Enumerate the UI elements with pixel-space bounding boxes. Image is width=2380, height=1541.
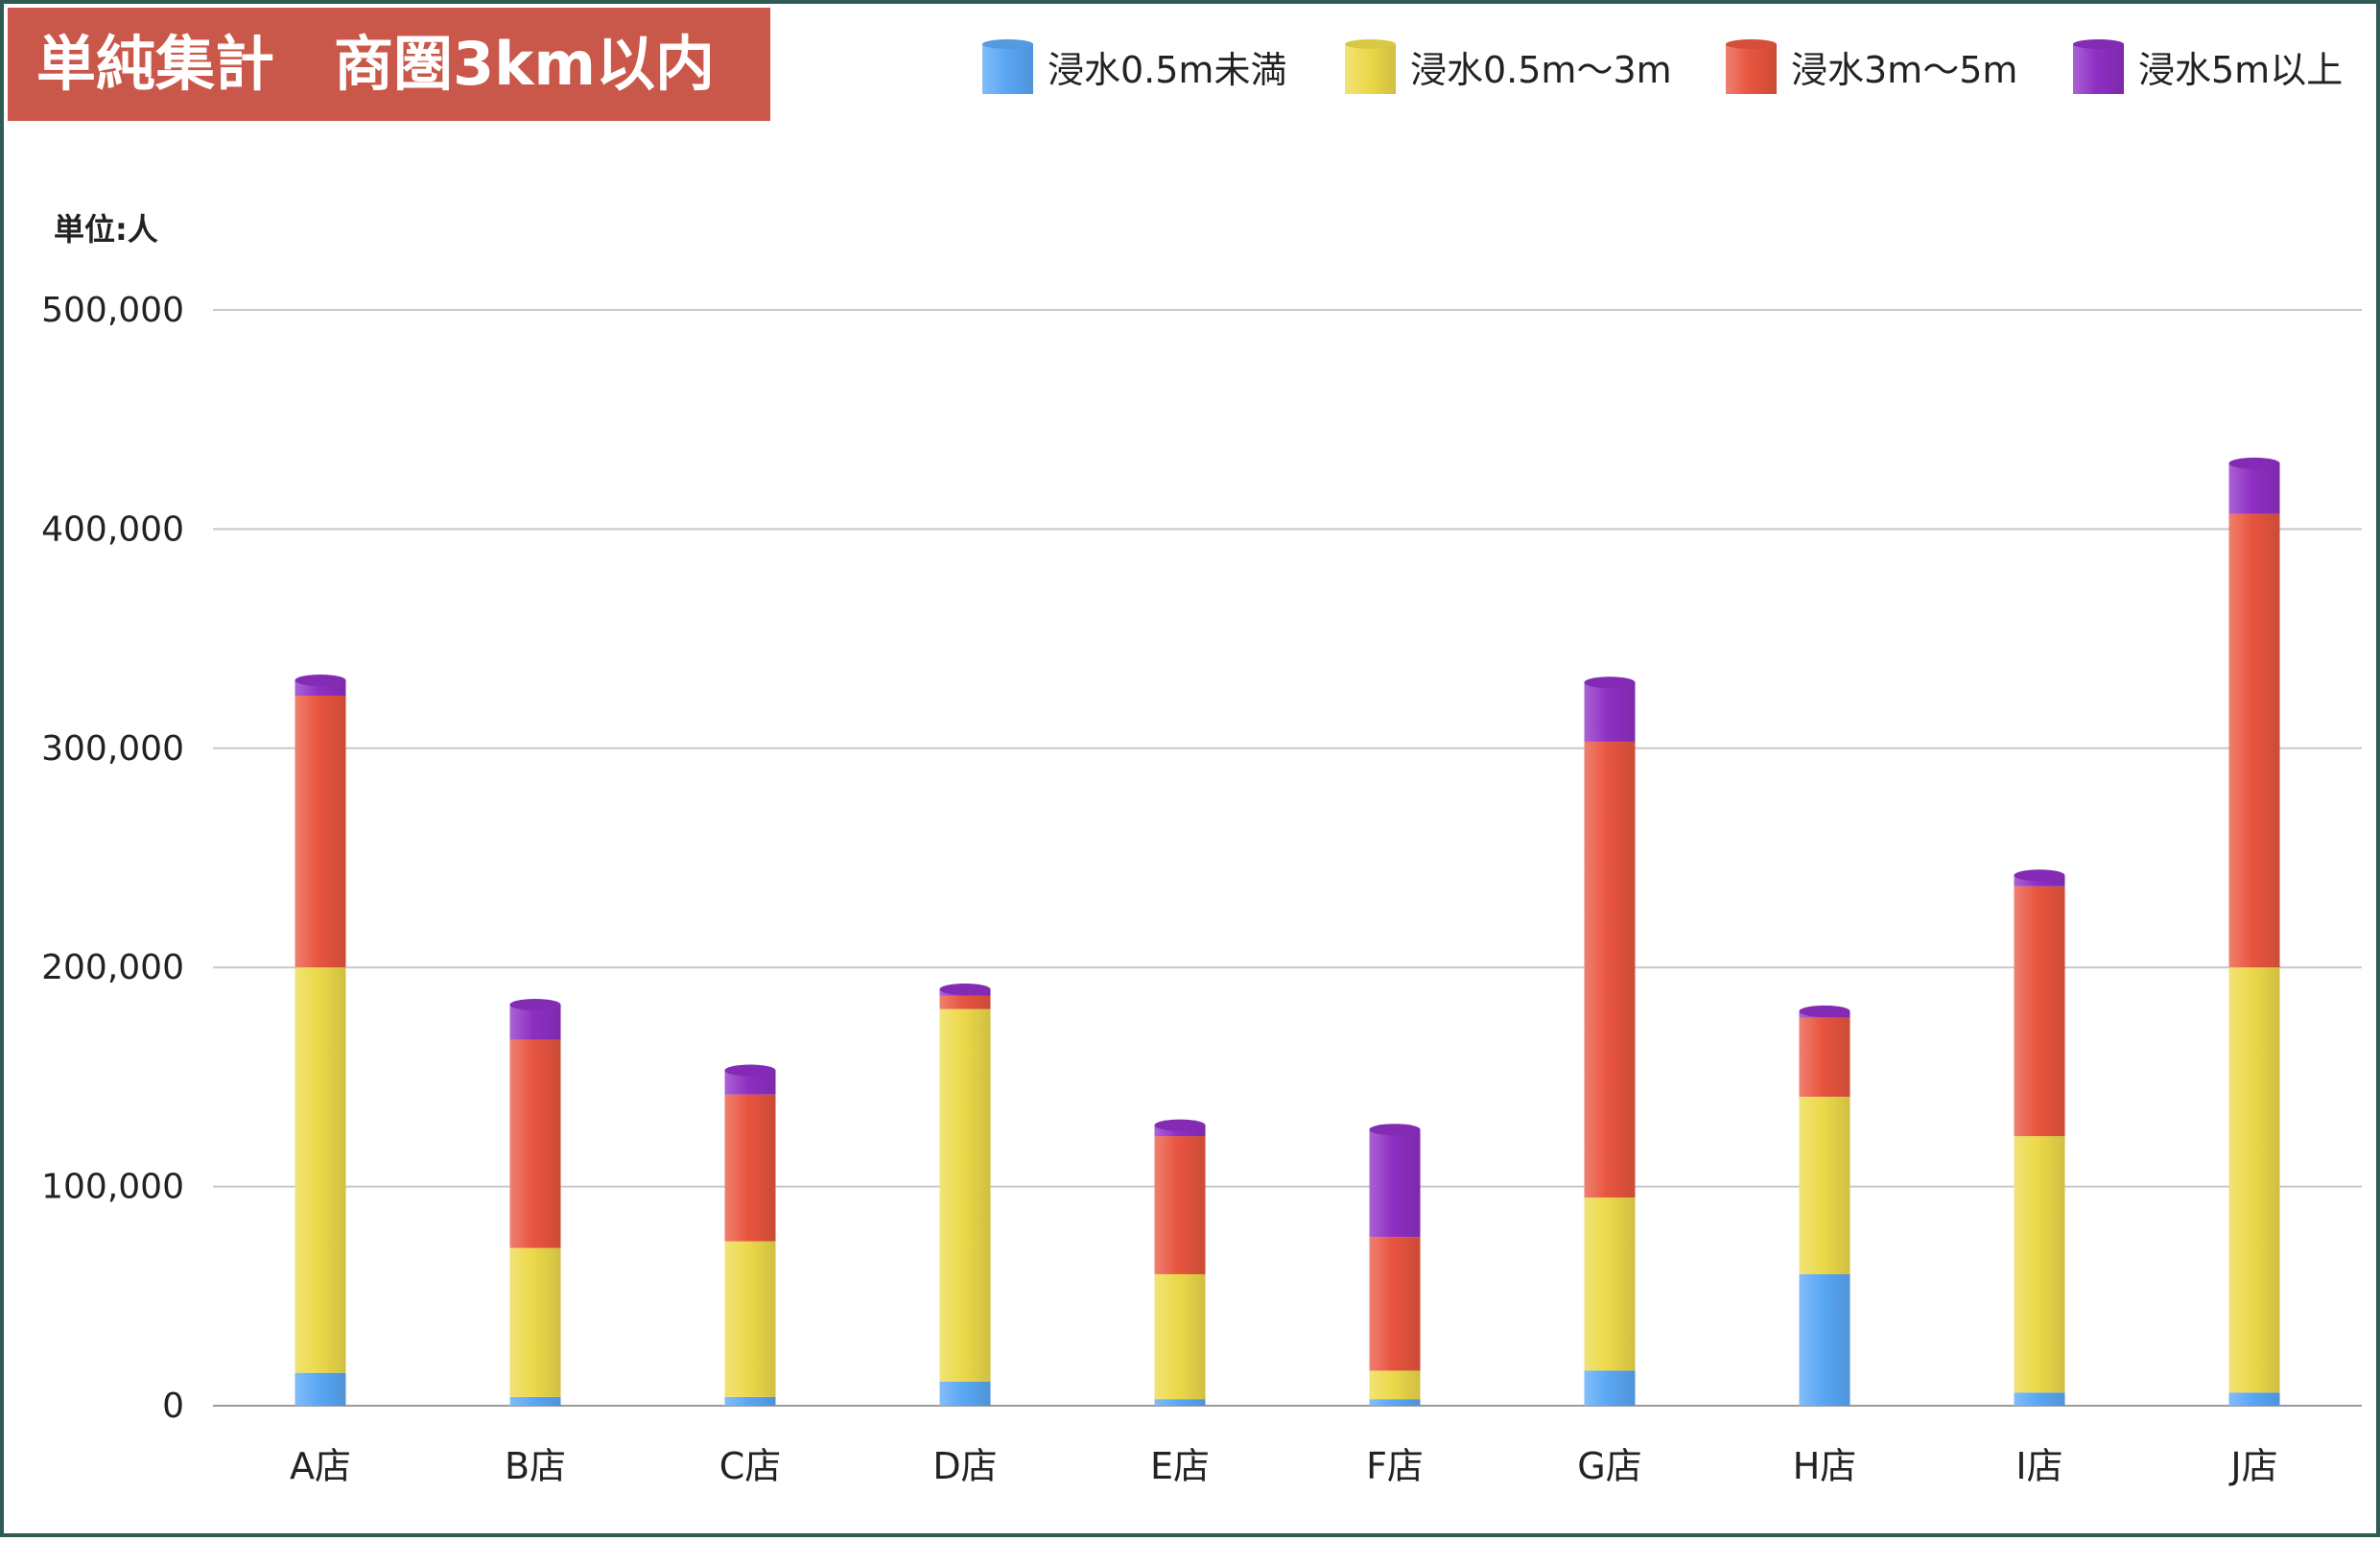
legend-item: 浸水0.5m未満	[982, 39, 1286, 94]
x-tick-label: D店	[932, 1445, 997, 1487]
legend-label: 浸水3m〜5m	[1791, 49, 2017, 91]
x-tick-label: A店	[290, 1445, 351, 1487]
bar-cap	[1584, 676, 1636, 689]
bar-cap	[1369, 1124, 1421, 1136]
legend-swatch-cap	[2073, 39, 2124, 49]
legend-swatch-cap	[1726, 39, 1777, 49]
bar-segment	[2014, 886, 2065, 1137]
legend-label: 浸水5m以上	[2138, 49, 2343, 91]
legend-swatch	[1726, 44, 1777, 94]
legend-swatch	[2073, 44, 2124, 94]
bar-stack	[1369, 1124, 1421, 1406]
bar-stack	[2228, 457, 2280, 1406]
bar-stack	[509, 999, 561, 1406]
bar-segment	[2228, 462, 2280, 514]
x-tick-label: G店	[1577, 1445, 1641, 1487]
bar-segment	[1799, 1273, 1850, 1406]
bar-stack	[939, 984, 991, 1406]
legend-item: 浸水3m〜5m	[1726, 39, 2017, 94]
bar-segment	[1154, 1399, 1206, 1406]
bar-segment	[724, 1241, 776, 1397]
y-tick-label: 300,000	[41, 729, 184, 769]
y-tick-label: 200,000	[41, 948, 184, 987]
bar-segment	[1584, 682, 1636, 742]
legend-swatch	[982, 44, 1033, 94]
bar-stack	[1584, 676, 1636, 1406]
bar-stack	[724, 1064, 776, 1406]
bar-segment	[724, 1094, 776, 1242]
y-tick-label: 100,000	[41, 1168, 184, 1207]
bar-segment	[1584, 1370, 1636, 1406]
chart-title: 単純集計 商圏3km以内	[8, 8, 770, 121]
bar-segment	[1799, 1096, 1850, 1274]
bar-stack	[1154, 1119, 1206, 1406]
bar-segment	[1584, 1197, 1636, 1371]
bar-stack	[1799, 1005, 1850, 1406]
bar-cap	[295, 674, 346, 686]
bar-segment	[295, 967, 346, 1373]
bar-segment	[2014, 1392, 2065, 1406]
y-tick-label: 400,000	[41, 510, 184, 549]
bar-cap	[2014, 869, 2065, 882]
bar-segment	[1369, 1129, 1421, 1238]
bar-segment	[939, 1008, 991, 1382]
x-tick-label: B店	[505, 1445, 566, 1487]
x-tick-label: I店	[2015, 1445, 2062, 1487]
bar-segment	[1154, 1273, 1206, 1400]
bar-segment	[939, 995, 991, 1009]
legend-item: 浸水5m以上	[2073, 39, 2343, 94]
bar-cap	[1799, 1005, 1850, 1017]
x-tick-label: C店	[719, 1445, 782, 1487]
bar-segment	[295, 1372, 346, 1406]
bar-segment	[2228, 967, 2280, 1393]
bar-segment	[295, 695, 346, 968]
legend-label: 浸水0.5m〜3m	[1410, 49, 1672, 91]
bar-cap	[939, 984, 991, 996]
bar-segment	[1154, 1136, 1206, 1274]
legend-swatch	[1345, 44, 1396, 94]
bar-stack	[295, 674, 346, 1406]
x-tick-label: E店	[1150, 1445, 1210, 1487]
bars	[295, 457, 2280, 1406]
x-axis: A店 B店 C店 D店 E店 F店 G店 H店 I店 J店	[290, 1445, 2278, 1487]
bar-segment	[509, 1039, 561, 1248]
y-axis-unit-label: 単位:人	[54, 211, 158, 248]
stacked-bar-chart: 単位:人 0 100,000 200,000 300,000 400,000 500,00…	[41, 39, 2362, 1487]
gridlines	[213, 309, 2362, 1407]
bar-segment	[1369, 1399, 1421, 1406]
bar-cap	[1154, 1119, 1206, 1131]
legend-swatch-cap	[1345, 39, 1396, 49]
legend-label: 浸水0.5m未満	[1048, 49, 1286, 91]
legend-swatch-cap	[982, 39, 1033, 49]
bar-stack	[2014, 869, 2065, 1406]
x-tick-label: J店	[2228, 1445, 2277, 1487]
x-tick-label: F店	[1366, 1445, 1424, 1487]
bar-segment	[2228, 1392, 2280, 1406]
bar-cap	[724, 1064, 776, 1077]
x-tick-label: H店	[1793, 1445, 1857, 1487]
bar-segment	[1369, 1237, 1421, 1371]
bar-segment	[1369, 1370, 1421, 1400]
bar-segment	[509, 1005, 561, 1040]
bar-segment	[1799, 1017, 1850, 1097]
bar-cap	[509, 999, 561, 1011]
bar-segment	[509, 1396, 561, 1406]
legend: 浸水0.5m未満 浸水0.5m〜3m 浸水3m〜5m 浸水5m以上	[982, 39, 2343, 94]
y-tick-label: 500,000	[41, 291, 184, 330]
bar-segment	[2228, 513, 2280, 968]
bar-segment	[939, 1381, 991, 1406]
y-axis: 単位:人 0 100,000 200,000 300,000 400,000 500,00…	[41, 211, 184, 1426]
y-tick-label: 0	[162, 1387, 184, 1426]
bar-segment	[724, 1396, 776, 1406]
bar-segment	[1584, 741, 1636, 1198]
bar-segment	[2014, 1136, 2065, 1393]
bar-segment	[509, 1247, 561, 1397]
legend-item: 浸水0.5m〜3m	[1345, 39, 1672, 94]
bar-cap	[2228, 457, 2280, 469]
